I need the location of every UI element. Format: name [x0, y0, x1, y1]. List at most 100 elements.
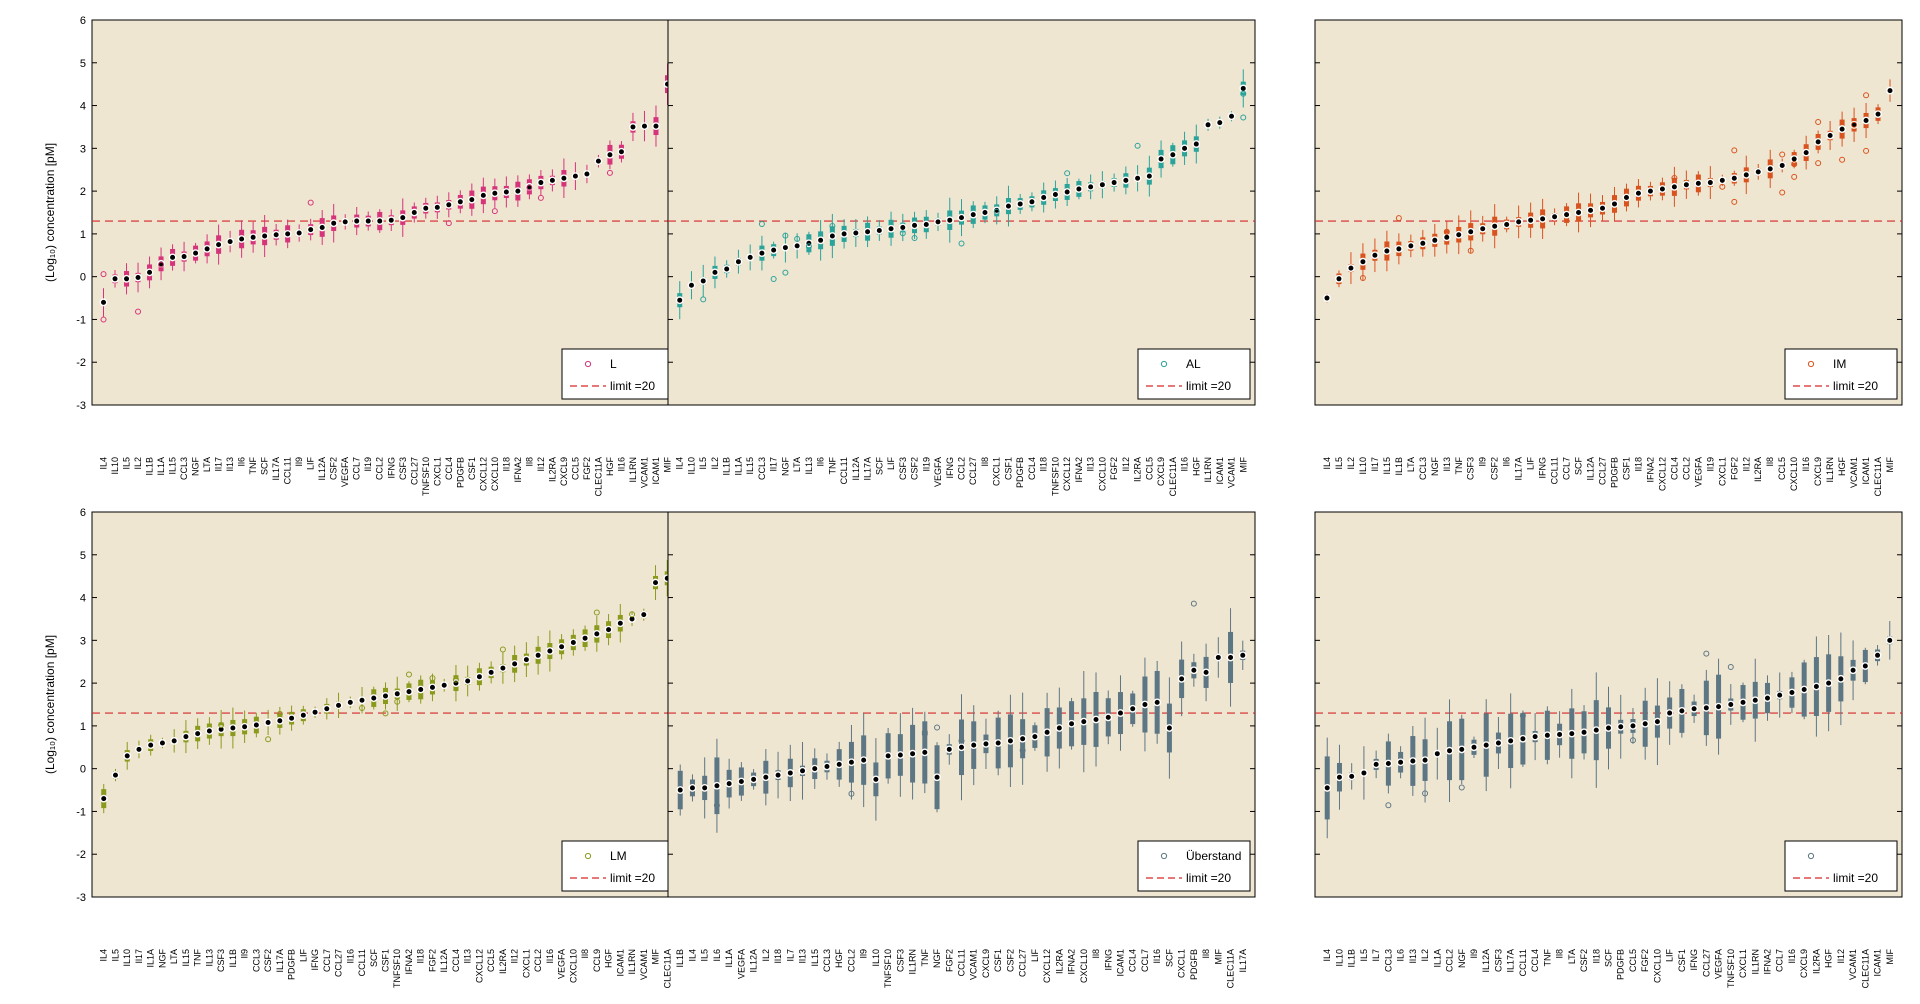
median-marker: [1611, 201, 1617, 207]
x-tick-label: IFNG: [1103, 949, 1113, 971]
median-marker: [382, 693, 388, 699]
x-tick-label: LIF: [1665, 949, 1675, 963]
x-tick-label: CSF1: [381, 949, 391, 972]
median-marker: [946, 746, 952, 752]
median-marker: [1064, 189, 1070, 195]
chart-panel-2: IL4 IL10 IL5 IL2 IL1B IL1A IL15 CCL3 Il17 NGF LTA I…: [668, 20, 1255, 496]
x-tick-label: IL1B: [228, 949, 238, 968]
x-tick-label: CCL3: [179, 457, 189, 480]
median-marker: [1099, 181, 1105, 187]
median-marker: [1029, 199, 1035, 205]
median-marker: [630, 124, 636, 130]
median-marker: [1420, 240, 1426, 246]
x-tick-label: CXCL9: [981, 949, 991, 978]
x-tick-label: Il17: [769, 457, 779, 472]
median-marker: [123, 276, 129, 282]
median-marker: [1679, 708, 1685, 714]
x-tick-label: CXCL1: [992, 457, 1002, 486]
x-tick-label: IL17A: [1514, 457, 1524, 481]
median-marker: [238, 236, 244, 242]
median-marker: [677, 297, 683, 303]
x-tick-label: CXCL1: [1177, 949, 1187, 978]
x-tick-label: Il8: [1201, 949, 1211, 959]
x-tick-label: CCL11: [1518, 949, 1528, 976]
median-marker: [759, 250, 765, 256]
x-tick-label: IL2RA: [498, 949, 508, 974]
x-tick-label: FGF2: [1640, 949, 1650, 972]
median-marker: [1134, 175, 1140, 181]
median-marker: [488, 669, 494, 675]
x-tick-label: IFNA2: [1645, 457, 1655, 483]
x-tick-label: VCAM1: [969, 949, 979, 980]
chart-panel-5: IL1B IL4 IL5 IL6 IL1A VEGFA IL12A IL2 Il18 IL7 Il1…: [668, 512, 1255, 988]
x-tick-label: IFNA2: [1067, 949, 1077, 975]
median-marker: [1551, 214, 1557, 220]
median-marker: [1630, 723, 1636, 729]
x-tick-label: CLEC11A: [662, 949, 672, 988]
legend-label: LM: [610, 849, 627, 863]
y-tick-label: 3: [80, 143, 86, 155]
median-marker: [1081, 718, 1087, 724]
median-marker: [652, 579, 658, 585]
legend-limit-label: limit =20: [1833, 379, 1878, 393]
median-marker: [1671, 184, 1677, 190]
x-tick-label: VEGFA: [340, 457, 350, 487]
median-marker: [1397, 759, 1403, 765]
median-marker: [418, 686, 424, 692]
x-tick-label: FGF2: [582, 457, 592, 480]
x-tick-label: IL2RA: [1811, 949, 1821, 974]
median-marker: [1779, 162, 1785, 168]
x-tick-label: IL2RA: [547, 457, 557, 482]
x-tick-label: IL17A: [863, 457, 873, 481]
x-tick-label: CCL27: [334, 949, 344, 977]
median-marker: [1654, 718, 1660, 724]
median-marker: [848, 759, 854, 765]
x-tick-label: LIF: [306, 457, 316, 471]
x-tick-label: LTA: [1406, 457, 1416, 472]
median-marker: [1731, 175, 1737, 181]
median-marker: [817, 237, 823, 243]
y-tick-label: -3: [76, 400, 86, 412]
x-tick-label: IL1RN: [1750, 949, 1760, 975]
median-marker: [1755, 169, 1761, 175]
median-marker: [1240, 85, 1246, 91]
median-marker: [277, 718, 283, 724]
median-marker: [909, 750, 915, 756]
median-marker: [406, 688, 412, 694]
median-marker: [1203, 669, 1209, 675]
x-tick-label: CSF1: [1003, 457, 1013, 480]
median-marker: [261, 233, 267, 239]
median-marker: [300, 712, 306, 718]
median-marker: [1740, 699, 1746, 705]
median-marker: [824, 763, 830, 769]
x-tick-label: MIF: [1885, 457, 1895, 473]
x-tick-label: VCAM1: [1848, 949, 1858, 980]
median-marker: [1839, 126, 1845, 132]
x-tick-label: ICAM1: [651, 457, 661, 485]
median-marker: [1752, 697, 1758, 703]
y-tick-label: 5: [80, 58, 86, 70]
x-tick-label: Il13: [798, 949, 808, 964]
x-tick-label: CCL2: [846, 949, 856, 972]
median-marker: [1683, 181, 1689, 187]
x-tick-label: Il8: [1555, 949, 1565, 959]
x-tick-label: CCL7: [352, 457, 362, 480]
x-tick-label: ICAM1: [615, 949, 625, 977]
x-tick-label: NGF: [932, 949, 942, 969]
x-tick-label: IL1RN: [1203, 457, 1213, 483]
chart-panel-3: IL4 IL5 IL2 IL10 Il17 IL15 IL1B LTA CCL3 NGF Il13 T…: [1315, 20, 1902, 496]
x-tick-label: IL1RN: [627, 949, 637, 975]
median-marker: [724, 266, 730, 272]
x-tick-label: IL2: [1420, 949, 1430, 962]
median-marker: [594, 631, 600, 637]
median-marker: [841, 231, 847, 237]
median-marker: [1422, 757, 1428, 763]
x-tick-label: IL15: [745, 457, 755, 475]
y-tick-label: 0: [80, 272, 86, 284]
median-marker: [1446, 748, 1452, 754]
median-marker: [1336, 774, 1342, 780]
median-marker: [1217, 119, 1223, 125]
x-tick-label: TNF: [920, 949, 930, 967]
x-tick-label: TNFSF10: [1726, 949, 1736, 988]
x-tick-label: Il16: [1152, 949, 1162, 964]
